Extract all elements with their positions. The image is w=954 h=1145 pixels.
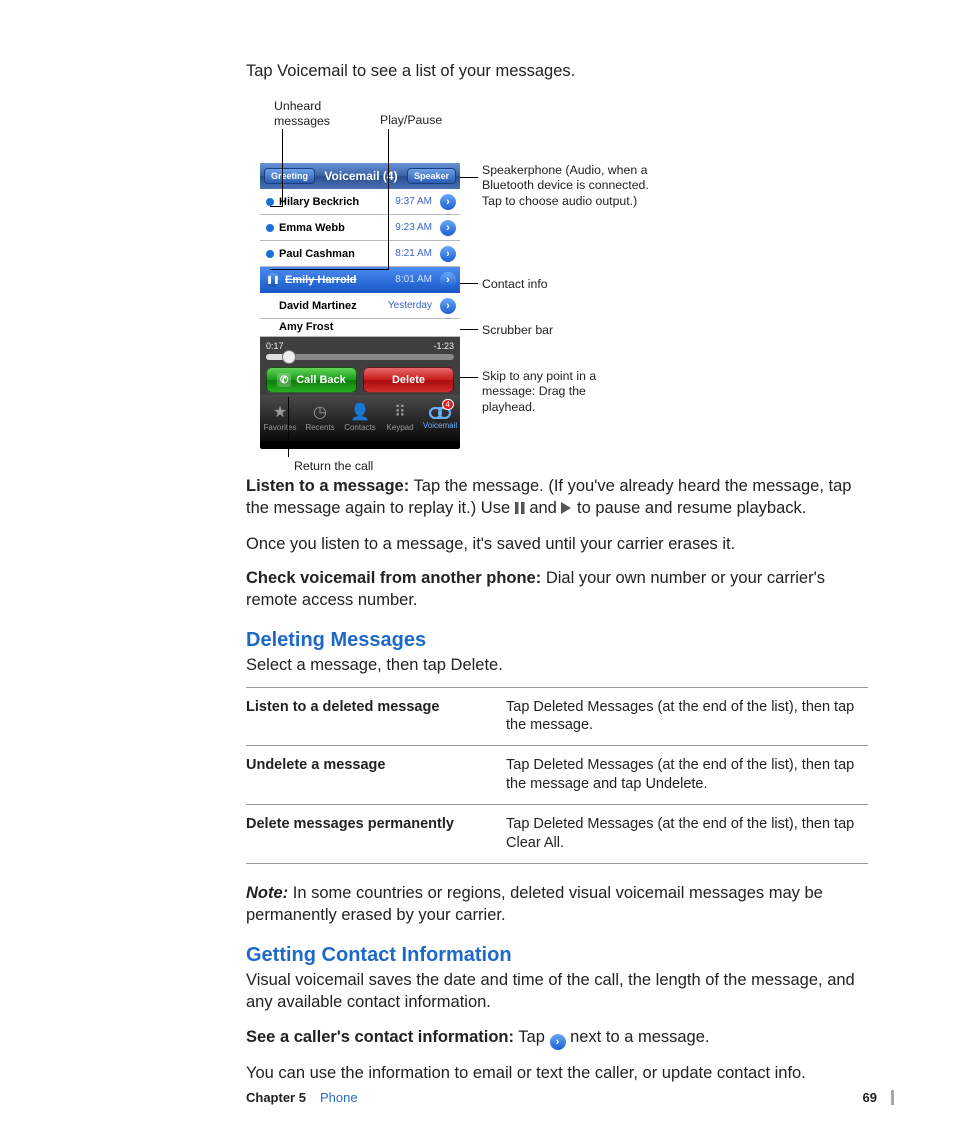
callout-unheard: Unheard messages: [274, 99, 330, 130]
voicemail-row[interactable]: Hilary Beckrich 9:37 AM ›: [260, 189, 460, 215]
tab-label: Contacts: [344, 423, 376, 432]
call-back-button[interactable]: ✆ Call Back: [266, 367, 357, 393]
table-row: Delete messages permanentlyTap Deleted M…: [246, 804, 868, 863]
tab-recents[interactable]: ◷ Recents: [300, 395, 340, 441]
voicemail-title: Voicemail (4): [319, 169, 403, 183]
table-cell-action: Listen to a deleted message: [246, 687, 506, 746]
voicemail-name: Amy Frost: [279, 321, 333, 333]
pause-icon: [515, 498, 525, 520]
voicemail-row[interactable]: David Martinez Yesterday ›: [260, 293, 460, 319]
callout-contact: Contact info: [482, 277, 548, 292]
tab-label: Favorites: [264, 423, 297, 432]
voicemail-time: 8:01 AM: [395, 274, 432, 285]
disclosure-icon[interactable]: ›: [440, 298, 456, 314]
tab-bar: ★ Favorites ◷ Recents 👤 Contacts ⠿ Keypad Voicem…: [260, 395, 460, 441]
scrubber-thumb[interactable]: [282, 350, 296, 364]
tab-keypad[interactable]: ⠿ Keypad: [380, 395, 420, 441]
tab-voicemail[interactable]: Voicemail 4: [420, 395, 460, 441]
page-number: 69: [863, 1090, 877, 1105]
voicemail-name: Emma Webb: [279, 222, 390, 234]
listen-para: Listen to a message: Tap the message. (I…: [246, 475, 868, 521]
note-para: Note: In some countries or regions, dele…: [246, 882, 868, 927]
page-footer: Chapter 5 Phone 69: [246, 1090, 894, 1105]
phone-screenshot: Greeting Voicemail (4) Speaker Hilary Be…: [260, 163, 460, 449]
table-cell-desc: Tap Deleted Messages (at the end of the …: [506, 687, 868, 746]
contact-after-para: You can use the information to email or …: [246, 1062, 868, 1084]
voicemail-row[interactable]: Paul Cashman 8:21 AM ›: [260, 241, 460, 267]
tab-icon: ★: [273, 405, 287, 421]
tab-label: Keypad: [386, 423, 413, 432]
disclosure-icon: ›: [550, 1034, 566, 1050]
phone-icon: ✆: [277, 373, 291, 387]
voicemail-figure: Unheard messages Play/Pause Greeting Voi…: [260, 99, 868, 449]
remaining-time: -1:23: [433, 341, 454, 351]
tab-icon: ◷: [313, 405, 327, 421]
voicemail-time: 8:21 AM: [395, 248, 432, 259]
voicemail-name: Hilary Beckrich: [279, 196, 390, 208]
speaker-button[interactable]: Speaker: [407, 168, 456, 184]
callout-playpause: Play/Pause: [380, 113, 442, 128]
play-icon: [561, 498, 572, 520]
listen-after-para: Once you listen to a message, it's saved…: [246, 533, 868, 555]
elapsed-time: 0:17: [266, 341, 284, 351]
callout-scrubber: Scrubber bar: [482, 323, 553, 338]
disclosure-icon[interactable]: ›: [440, 194, 456, 210]
delete-intro: Select a message, then tap Delete.: [246, 654, 868, 676]
voicemail-time: 9:37 AM: [395, 196, 432, 207]
table-row: Undelete a messageTap Deleted Messages (…: [246, 746, 868, 805]
unheard-dot-icon: [266, 224, 274, 232]
scrubber-area: 0:17 -1:23 ✆ Call Back Delete: [260, 337, 460, 395]
table-cell-action: Delete messages permanently: [246, 804, 506, 863]
phone-nav-bar: Greeting Voicemail (4) Speaker: [260, 163, 460, 189]
intro-text: Tap Voicemail to see a list of your mess…: [246, 62, 868, 81]
delete-table: Listen to a deleted messageTap Deleted M…: [246, 687, 868, 864]
delete-button[interactable]: Delete: [363, 367, 454, 393]
scrubber-bar[interactable]: [266, 354, 454, 360]
callout-return: Return the call: [294, 459, 373, 474]
disclosure-icon[interactable]: ›: [440, 220, 456, 236]
tab-contacts[interactable]: 👤 Contacts: [340, 395, 380, 441]
voicemail-name: David Martinez: [279, 300, 383, 312]
badge: 4: [442, 399, 454, 410]
voicemail-name: Emily Harrold: [285, 274, 390, 286]
heading-contact: Getting Contact Information: [246, 944, 868, 967]
table-cell-desc: Tap Deleted Messages (at the end of the …: [506, 746, 868, 805]
voicemail-row[interactable]: Emma Webb 9:23 AM ›: [260, 215, 460, 241]
contact-intro: Visual voicemail saves the date and time…: [246, 969, 868, 1014]
voicemail-name: Paul Cashman: [279, 248, 390, 260]
tab-label: Recents: [305, 423, 334, 432]
table-cell-desc: Tap Deleted Messages (at the end of the …: [506, 804, 868, 863]
unheard-dot-icon: [266, 250, 274, 258]
chapter-name: Phone: [320, 1090, 358, 1105]
tab-label: Voicemail: [423, 421, 457, 430]
heading-deleting: Deleting Messages: [246, 629, 868, 652]
tab-favorites[interactable]: ★ Favorites: [260, 395, 300, 441]
see-caller-para: See a caller's contact information: Tap …: [246, 1026, 868, 1050]
tab-icon: ⠿: [394, 405, 406, 421]
disclosure-icon[interactable]: ›: [440, 272, 456, 288]
callout-skip: Skip to any point in a message: Drag the…: [482, 369, 632, 415]
tab-icon: 👤: [350, 405, 370, 421]
voicemail-row-partial[interactable]: Amy Frost: [260, 319, 460, 337]
unheard-dot-icon: [266, 198, 274, 206]
table-row: Listen to a deleted messageTap Deleted M…: [246, 687, 868, 746]
table-cell-action: Undelete a message: [246, 746, 506, 805]
check-para: Check voicemail from another phone: Dial…: [246, 567, 868, 612]
callout-speaker: Speakerphone (Audio, when a Bluetooth de…: [482, 163, 652, 209]
voicemail-row[interactable]: ❚❚ Emily Harrold 8:01 AM ›: [260, 267, 460, 293]
voicemail-time: Yesterday: [388, 300, 432, 311]
voicemail-time: 9:23 AM: [395, 222, 432, 233]
disclosure-icon[interactable]: ›: [440, 246, 456, 262]
pause-icon[interactable]: ❚❚: [266, 273, 280, 287]
chapter-label: Chapter 5: [246, 1090, 306, 1105]
greeting-button[interactable]: Greeting: [264, 168, 315, 184]
